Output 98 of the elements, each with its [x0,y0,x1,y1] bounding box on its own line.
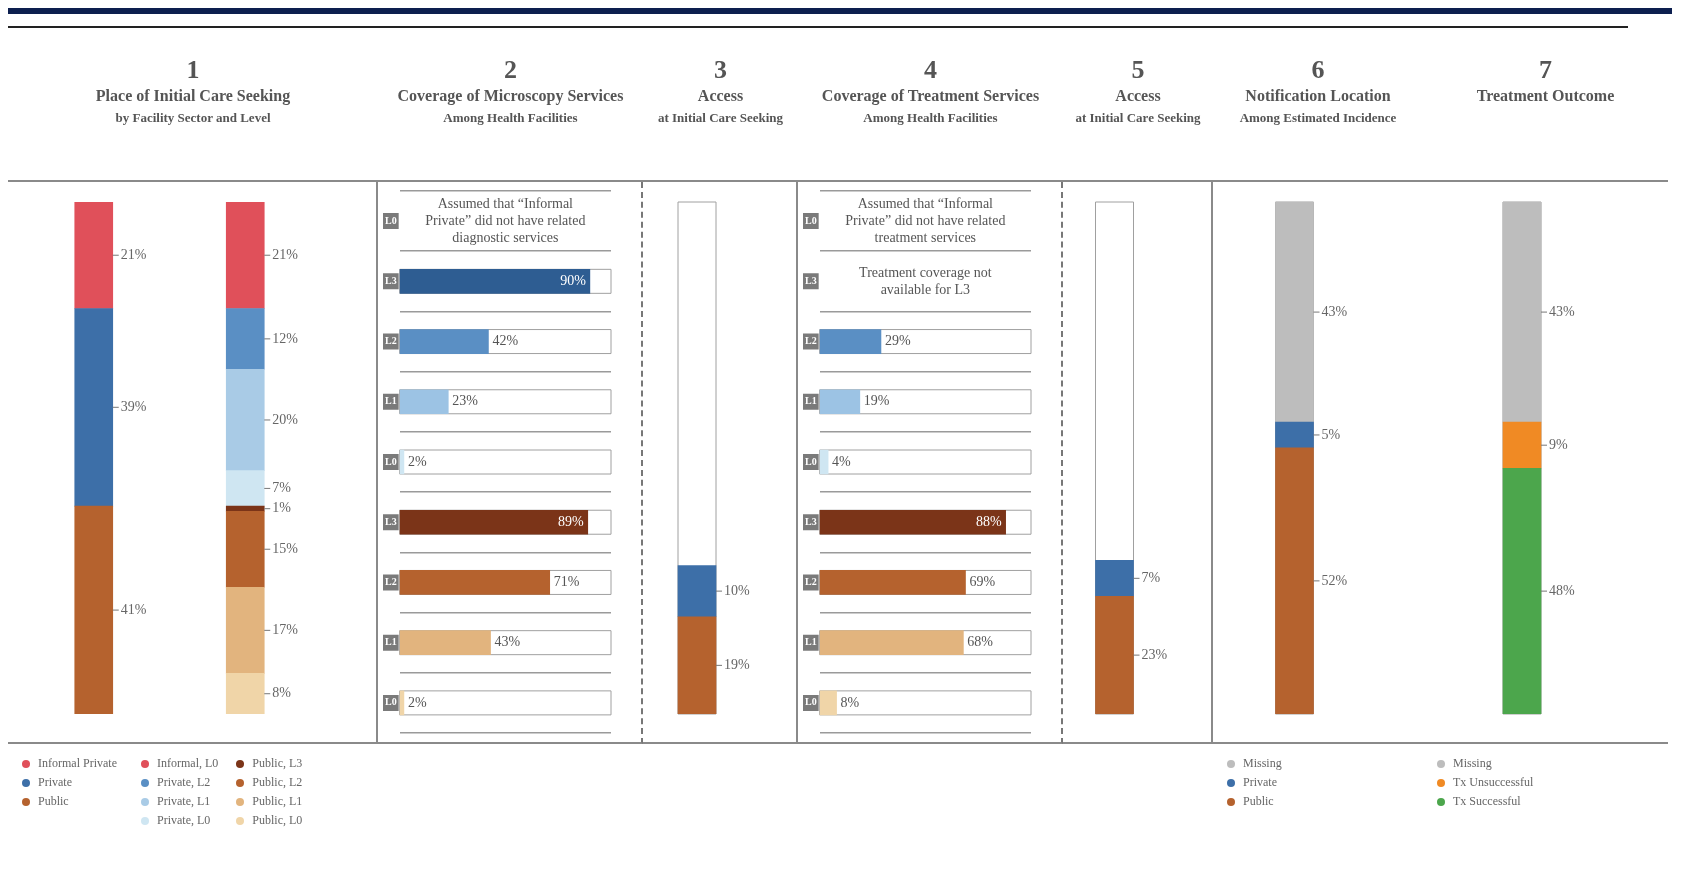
legend-label: Tx Successful [1452,793,1522,810]
data-label: 2% [407,453,427,469]
chart-title: Access [696,86,745,105]
data-label: 52% [1321,572,1348,588]
data-label: 8% [272,685,292,701]
y-tick-label: L0 [805,214,817,226]
data-label: 89% [558,513,585,529]
text: 5 [1130,54,1146,86]
chart-subtitle: at Initial Care Seeking [656,109,785,127]
y-tick-label: L2 [805,335,817,347]
legend-label: Public [1242,793,1275,810]
legend-label: Public, L3 [251,755,303,772]
chart-title: Coverage of Microscopy Services [396,86,625,105]
legend-label: Public [37,793,70,810]
y-tick-label: L3 [805,515,817,527]
chart-title: Access [1114,86,1162,105]
data-label: 23% [1141,646,1168,662]
legend-label: Private, L2 [156,774,212,791]
annotation: Treatment coverage not available for L3 [859,264,992,297]
y-tick-label: L3 [385,515,397,527]
bar [399,389,449,415]
data-label: 19% [863,393,890,409]
data-label: 12% [272,330,299,346]
legend-label: Public, L2 [251,774,303,791]
legend-label: Tx Unsuccessful [1452,774,1534,791]
y-tick-label: L1 [385,395,397,407]
chart-title: Notification Location [1244,86,1392,105]
text: 1 [185,54,201,86]
data-label: 41% [120,601,147,617]
text: 2 [503,54,518,86]
data-label: 9% [1549,436,1568,452]
data-label: 69% [969,574,996,590]
legend-label: Missing [1452,755,1493,772]
annotation: Assumed that “Informal Private” did not have related treatment services [845,195,1006,245]
y-tick-label: L0 [805,696,817,708]
text: 3 [713,54,728,86]
annotation: Assumed that “Informal Private” did not have related diagnostic services [425,195,586,245]
chart-subtitle: Among Health Facilities [442,109,579,127]
legend-label: Private [37,774,73,791]
chart-title: Treatment Outcome [1475,86,1616,105]
bar [819,329,882,354]
legend-label: Missing [1242,755,1282,772]
chart-title: Coverage of Treatment Services [820,86,1041,105]
legend-label: Public, L0 [251,812,303,829]
data-label: 4% [832,453,852,469]
y-tick-label: L2 [805,576,817,588]
y-tick-label: L3 [805,274,817,286]
chart-subtitle: Among Health Facilities [862,109,999,127]
y-tick-label: L2 [385,335,397,347]
data-label: 39% [120,398,147,414]
data-label: 29% [884,333,911,349]
data-label: 20% [272,411,299,427]
y-tick-label: L2 [385,576,397,588]
data-label: 90% [560,273,587,289]
data-label: 68% [967,634,994,650]
data-label: 1% [272,500,292,516]
y-tick-label: L1 [385,636,397,648]
text: 7 [1538,54,1553,86]
data-label: 23% [452,393,479,409]
data-label: 15% [272,540,299,556]
bar [819,389,861,415]
y-tick-label: L1 [805,636,817,648]
y-tick-label: L1 [805,395,817,407]
data-label: 7% [1141,569,1161,585]
chart-title: Place of Initial Care Seeking [94,86,292,105]
y-tick-label: L0 [805,455,817,467]
data-label: 48% [1549,582,1575,598]
legend-label: Private [1242,774,1278,791]
data-label: 71% [553,574,580,590]
data-label: 8% [840,694,860,710]
data-label: 21% [272,246,299,262]
data-label: 7% [272,480,292,496]
legend-label: Informal, L0 [156,755,219,772]
data-label: 2% [407,694,427,710]
chart-subtitle: by Facility Sector and Level [114,109,272,127]
y-tick-label: L0 [385,214,397,226]
legend-label: Private, L0 [156,812,212,829]
data-label: 19% [724,657,750,673]
data-label: 42% [492,333,519,349]
bar [819,690,837,716]
data-label: 21% [120,246,147,262]
data-label: 88% [975,513,1002,529]
data-label: 10% [724,582,750,598]
chart-subtitle: Among Estimated Incidence [1238,109,1398,127]
legend-label: Informal Private [37,755,117,772]
chart-subtitle: at Initial Care Seeking [1074,109,1202,127]
y-tick-label: L0 [385,455,397,467]
data-label: 43% [494,634,521,650]
data-label: 43% [1549,303,1575,319]
y-tick-label: L0 [385,696,397,708]
text: 4 [923,54,938,86]
y-tick-label: L3 [385,274,397,286]
legend-label: Public, L1 [251,793,303,810]
data-label: 5% [1321,426,1341,442]
data-label: 43% [1321,303,1348,319]
data-label: 17% [272,622,299,638]
legend-label: Private, L1 [156,793,212,810]
text: 6 [1310,54,1326,86]
